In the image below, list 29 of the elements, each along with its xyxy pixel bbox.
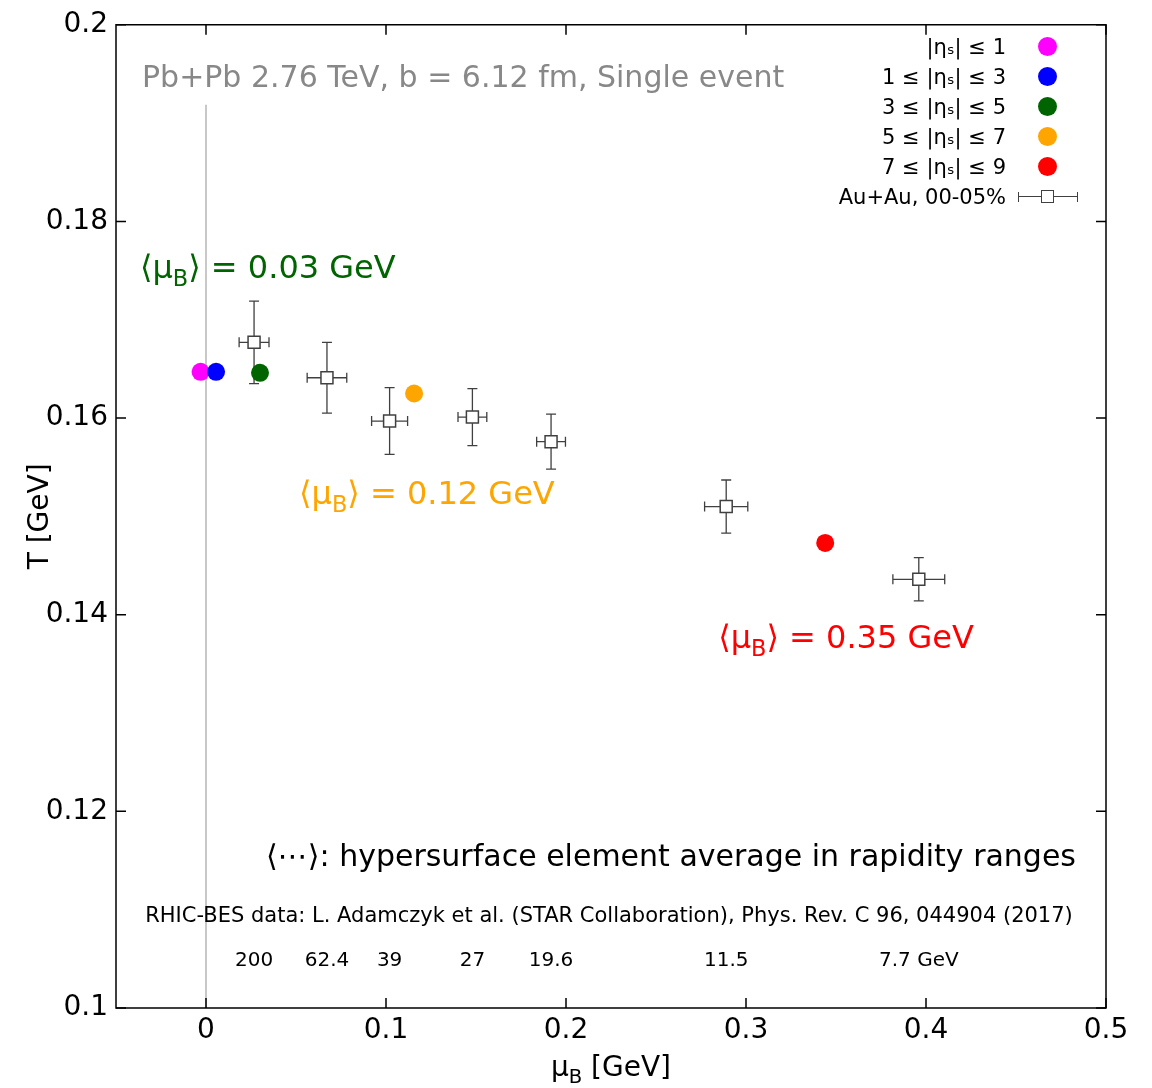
annotation: 27 xyxy=(459,947,486,971)
annotation: 62.4 xyxy=(304,947,350,971)
y-tick-label: 0.2 xyxy=(63,6,108,40)
annotation: ⟨⋯⟩: hypersurface element average in rapidity ranges xyxy=(266,838,1077,873)
annotation: 200 xyxy=(234,947,274,971)
y-tick-label: 0.14 xyxy=(45,596,108,629)
x-tick-label: 0.3 xyxy=(723,1012,769,1046)
legend-label: Au+Au, 00-05% xyxy=(838,184,1006,210)
legend-label: 7 ≤ |ηₛ| ≤ 9 xyxy=(882,154,1006,180)
x-tick-label: 0.5 xyxy=(1083,1012,1129,1046)
annotation: 19.6 xyxy=(528,947,574,971)
annotation: 11.5 xyxy=(703,947,749,971)
annotation: 7.7 GeV xyxy=(878,947,959,971)
y-tick-label: 0.12 xyxy=(45,792,108,826)
x-tick-label: 0.4 xyxy=(903,1012,949,1046)
y-tick-label: 0.18 xyxy=(45,202,108,236)
legend-label: |ηₛ| ≤ 1 xyxy=(926,34,1006,60)
y-tick-label: 0.16 xyxy=(45,399,108,433)
x-tick-label: 0.1 xyxy=(363,1012,409,1046)
legend-label: 5 ≤ |ηₛ| ≤ 7 xyxy=(882,124,1006,150)
y-tick-label: 0.1 xyxy=(63,989,108,1023)
legend-label: 1 ≤ |ηₛ| ≤ 3 xyxy=(882,64,1006,90)
annotation: RHIC-BES data: L. Adamczyk et al. (STAR Collaboration), Phys. Rev. C 96, 044904 (2017) xyxy=(145,903,1073,927)
x-tick-label: 0 xyxy=(197,1012,215,1046)
text: Pb+Pb 2.76 TeV, b = 6.12 fm, Single event xyxy=(142,58,785,94)
x-tick-label: 0.2 xyxy=(543,1012,589,1046)
y-axis-title: T [GeV] xyxy=(22,463,55,571)
annotation: 39 xyxy=(376,947,403,971)
legend-label: 3 ≤ |ηₛ| ≤ 5 xyxy=(882,94,1006,120)
